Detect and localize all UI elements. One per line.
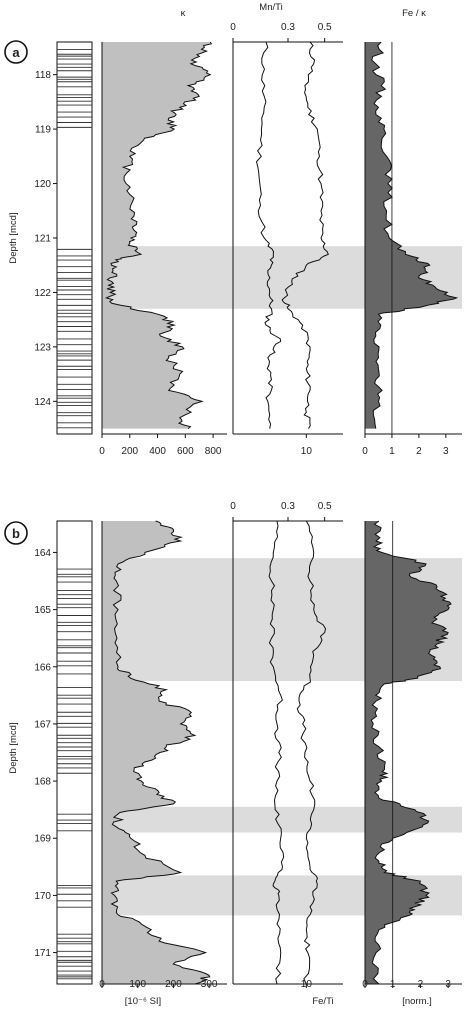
feti-tick-label: 10 [301, 979, 313, 990]
mnti-tick-label: 0.3 [281, 22, 295, 33]
depth-tick-label: 119 [35, 125, 51, 136]
kappa-line-b [110, 520, 211, 985]
kappa-tick-label: 300 [201, 979, 218, 990]
panel-a-fekappa-header: Fe / κ [402, 8, 426, 19]
depth-tick-label: 122 [34, 288, 51, 299]
mnti-tick-label: 0.3 [281, 501, 295, 512]
fe-kappa-area-b [365, 521, 451, 984]
kappa-tick-label: 600 [177, 446, 194, 457]
panel-a-badge [4, 40, 28, 64]
depth-tick-label: 121 [34, 234, 51, 245]
depth-tick-label: 167 [34, 719, 51, 730]
mnti-tick-label: 0.5 [318, 22, 332, 33]
lithology-column-frame [56, 41, 93, 435]
fek-tick-label: 1 [390, 979, 396, 990]
panel-b-label: b [12, 526, 20, 541]
panel-b: b Depth [mcd] [10⁻⁶ SI] Fe/Ti [norm.] [4, 521, 432, 1007]
panel-b-depth-label: Depth [mcd] [8, 722, 19, 773]
depth-tick-label: 169 [34, 834, 51, 845]
kappa-tick-label: 800 [205, 446, 222, 457]
depth-tick-label: 166 [34, 662, 51, 673]
kappa-tick-label: 0 [99, 979, 105, 990]
depth-tick-label: 170 [34, 891, 51, 902]
fe-kappa-area-a [365, 42, 457, 429]
panel-a: a κ Mn/Ti Fe / κ Depth [mcd] [4, 2, 426, 264]
mnti-tick-label: 0.5 [318, 501, 332, 512]
fek-tick-label: 2 [418, 979, 424, 990]
mnti-line-b [268, 520, 285, 985]
depth-tick-label: 164 [34, 548, 51, 559]
fek-tick-label: 2 [416, 446, 422, 457]
kappa-tick-label: 400 [149, 446, 166, 457]
fek-tick-label: 3 [445, 979, 451, 990]
fek-tick-label: 3 [443, 446, 449, 457]
feti-tick-label: 10 [301, 446, 313, 457]
kappa-tick-label: 100 [129, 979, 146, 990]
panel-a-mnti-header: Mn/Ti [259, 2, 282, 13]
panel-a-kappa-header: κ [181, 8, 186, 19]
panel-a-depth-label: Depth [mcd] [8, 212, 19, 263]
depth-tick-label: 123 [34, 342, 51, 353]
kappa-area-a [102, 42, 212, 429]
depth-tick-label: 171 [34, 948, 51, 959]
mnti-line-a [255, 41, 282, 429]
panel-b-kappa-unit: [10⁻⁶ SI] [125, 996, 161, 1007]
depth-tick-label: 118 [35, 70, 51, 81]
kappa-tick-label: 0 [99, 446, 105, 457]
mnti-tick-label: 0 [230, 22, 236, 33]
depth-tick-label: 165 [34, 605, 51, 616]
panel-a-label: a [12, 45, 20, 60]
fek-tick-label: 0 [362, 979, 368, 990]
fe-kappa-line-a [371, 41, 459, 429]
panel-b-norm-label: [norm.] [402, 996, 432, 1007]
depth-tick-label: 120 [34, 179, 51, 190]
fe-kappa-line-b [370, 520, 452, 985]
kappa-tick-label: 200 [121, 446, 138, 457]
fek-tick-label: 0 [362, 446, 368, 457]
panel-b-feti-label: Fe/Ti [312, 996, 333, 1007]
kappa-tick-label: 200 [165, 979, 182, 990]
depth-tick-label: 124 [34, 397, 51, 408]
depth-tick-label: 168 [34, 777, 51, 788]
feti-line-a [281, 41, 329, 429]
mnti-tick-label: 0 [230, 501, 236, 512]
panel-b-badge [4, 521, 28, 545]
fek-tick-label: 1 [389, 446, 395, 457]
feti-line-b [296, 520, 327, 985]
kappa-line-a [104, 41, 213, 429]
kappa-area-b [102, 521, 210, 984]
